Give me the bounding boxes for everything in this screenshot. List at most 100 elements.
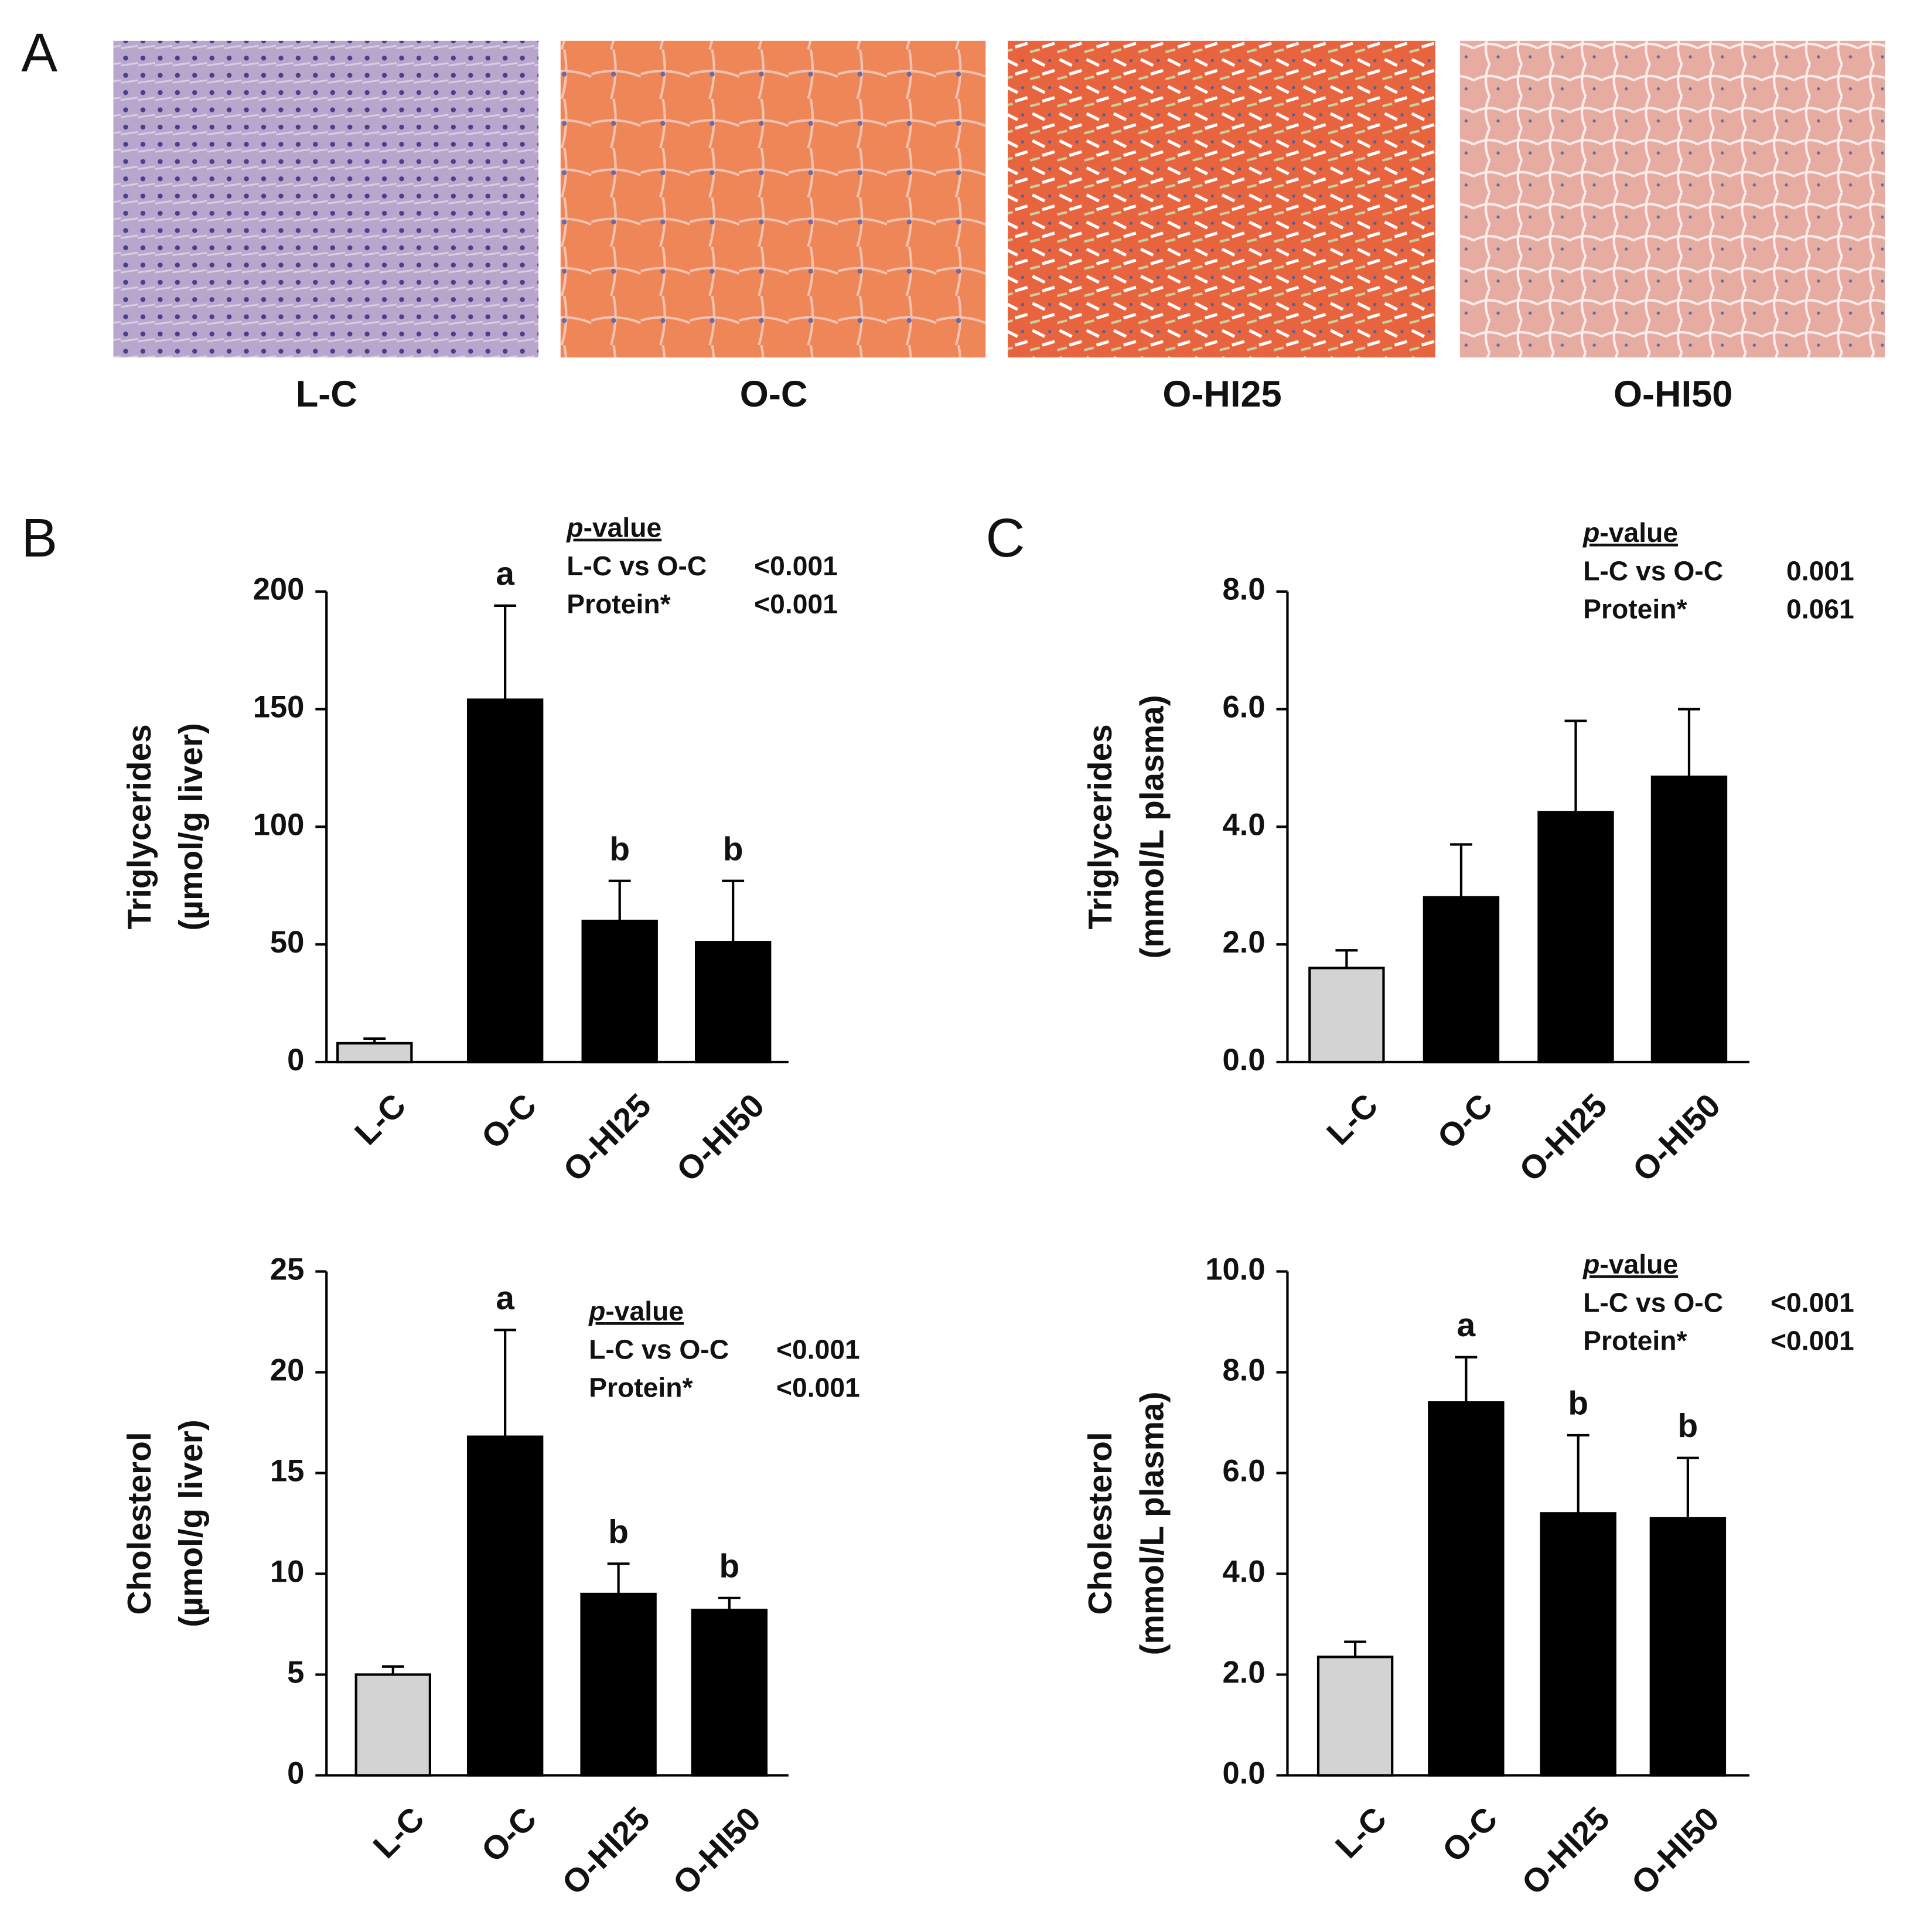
bar	[336, 1042, 413, 1064]
image-label: L-C	[296, 374, 357, 415]
stats-label: Protein*	[1583, 594, 1687, 624]
panel-label: C	[986, 507, 1025, 568]
x-tick-label: L-C	[348, 1087, 413, 1152]
y-axis-label: (µmol/g liver)	[173, 723, 210, 930]
stats-title-rest: -value	[1599, 517, 1678, 548]
stats-title-italic: p	[1582, 517, 1599, 548]
stats-value: <0.001	[1771, 1287, 1854, 1317]
significance-label: a	[496, 555, 514, 592]
stats-value: 0.001	[1786, 555, 1854, 586]
stats-value: 0.061	[1786, 594, 1854, 624]
x-tick-label: O-HI50	[1626, 1087, 1728, 1189]
y-axis-label: (mmol/L plasma)	[1134, 695, 1171, 958]
significance-label: a	[496, 1280, 514, 1317]
bar	[466, 698, 544, 1064]
histology-image	[1008, 40, 1435, 358]
stats-title-rest: -value	[1599, 1249, 1678, 1279]
stats-title: p-value	[565, 513, 661, 543]
stats-label: Protein*	[567, 589, 670, 619]
y-tick-label: 2.0	[1223, 925, 1266, 960]
y-axis-label: (mmol/L plasma)	[1134, 1392, 1171, 1655]
bar	[1423, 896, 1500, 1064]
bar	[1540, 1512, 1616, 1777]
x-tick-label: O-HI25	[1515, 1800, 1617, 1902]
bar	[1308, 967, 1385, 1064]
histology-image	[560, 40, 986, 358]
stats-value: <0.001	[776, 1373, 860, 1403]
stats-label: L-C vs O-C	[1583, 555, 1723, 586]
bar	[1649, 1517, 1727, 1777]
significance-label: b	[1568, 1385, 1588, 1422]
stats-label: L-C vs O-C	[1583, 1287, 1723, 1317]
stats-title: p-value	[588, 1296, 684, 1326]
stats-value: <0.001	[776, 1334, 860, 1364]
y-tick-label: 20	[270, 1353, 304, 1387]
x-tick-label: O-HI50	[666, 1800, 768, 1902]
y-tick-label: 4.0	[1223, 1554, 1266, 1589]
stats-title-italic: p	[565, 513, 583, 543]
y-tick-label: 6.0	[1223, 1453, 1266, 1488]
y-tick-label: 6.0	[1223, 689, 1266, 724]
x-tick-label: O-HI25	[555, 1800, 657, 1902]
x-tick-label: O-HI25	[1513, 1087, 1615, 1189]
x-tick-label: O-HI50	[1625, 1800, 1727, 1902]
y-tick-label: 8.0	[1223, 1353, 1266, 1387]
significance-label: a	[1457, 1307, 1476, 1344]
stats-value: <0.001	[1771, 1326, 1854, 1356]
y-tick-label: 0	[287, 1756, 304, 1790]
y-tick-label: 25	[270, 1252, 304, 1286]
x-tick-label: O-C	[475, 1800, 544, 1869]
y-tick-label: 15	[270, 1453, 304, 1488]
histology-image	[113, 40, 538, 358]
stats-value: <0.001	[754, 589, 838, 619]
stats-value: <0.001	[754, 551, 838, 581]
x-tick-label: O-C	[1431, 1087, 1500, 1156]
x-tick-label: O-HI25	[557, 1087, 659, 1189]
stats-title-italic: p	[1582, 1249, 1599, 1279]
y-axis-label: Cholesterol	[1082, 1432, 1119, 1614]
significance-label: b	[608, 1514, 629, 1551]
histology-image	[1459, 40, 1885, 358]
y-tick-label: 50	[270, 925, 304, 960]
significance-label: b	[719, 1548, 740, 1585]
stats-title-rest: -value	[605, 1296, 684, 1326]
y-tick-label: 0.0	[1223, 1043, 1266, 1077]
bar	[694, 941, 772, 1064]
stats-title-italic: p	[588, 1296, 605, 1326]
y-axis-label: (µmol/g liver)	[173, 1419, 210, 1627]
bar	[1428, 1401, 1505, 1777]
bar	[691, 1609, 768, 1777]
stats-label: L-C vs O-C	[567, 551, 707, 581]
stats-label: L-C vs O-C	[589, 1334, 729, 1364]
x-tick-label: L-C	[1329, 1800, 1394, 1865]
image-label: O-HI50	[1614, 374, 1732, 415]
significance-label: b	[1678, 1408, 1698, 1445]
y-tick-label: 4.0	[1223, 807, 1266, 842]
bar	[580, 1592, 657, 1777]
panel-a: L-C O-C O-HI25 O-HI50	[113, 40, 1885, 415]
stats-title-rest: -value	[584, 513, 662, 543]
stats-label: Protein*	[1583, 1326, 1687, 1356]
y-axis-label: Triglycerides	[121, 724, 158, 929]
panel-label: A	[21, 22, 57, 83]
y-tick-label: 10.0	[1205, 1252, 1265, 1286]
x-tick-label: O-C	[475, 1087, 544, 1156]
bar	[1650, 775, 1728, 1064]
x-tick-label: L-C	[1320, 1087, 1385, 1152]
x-tick-label: L-C	[366, 1800, 431, 1865]
stats-title: p-value	[1582, 1249, 1678, 1279]
x-tick-label: O-C	[1435, 1800, 1505, 1869]
y-tick-label: 2.0	[1223, 1655, 1266, 1689]
y-tick-label: 8.0	[1223, 572, 1266, 607]
panel-label: B	[21, 507, 57, 568]
y-tick-label: 0	[287, 1043, 304, 1077]
x-tick-label: O-HI50	[670, 1087, 772, 1189]
y-tick-label: 0.0	[1223, 1756, 1266, 1790]
image-label: O-HI25	[1162, 374, 1281, 415]
y-tick-label: 150	[253, 689, 305, 724]
bar	[1537, 811, 1614, 1064]
bar	[1316, 1655, 1394, 1777]
bar	[581, 919, 658, 1064]
significance-label: b	[609, 831, 630, 868]
